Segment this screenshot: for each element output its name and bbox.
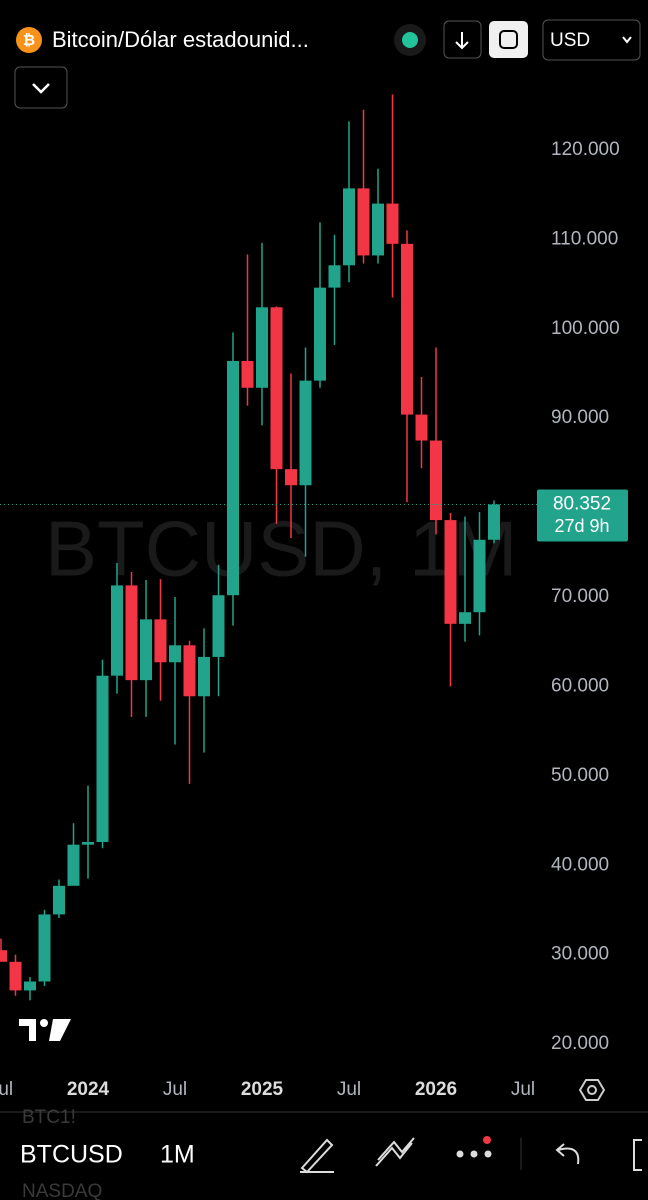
y-tick-label: 30.000 xyxy=(551,944,609,965)
fullscreen-button[interactable] xyxy=(489,21,528,58)
settings-icon xyxy=(587,1085,597,1095)
logo xyxy=(19,1019,71,1041)
plot: 20.000 30.000 40.000 50.000 60.000 70.000 90.0… xyxy=(0,94,628,1100)
candle-body xyxy=(473,539,486,613)
candle-body xyxy=(328,265,341,288)
candle-body xyxy=(53,885,65,915)
draw-button[interactable] xyxy=(300,1138,334,1174)
candle-body xyxy=(343,188,355,266)
candle-body xyxy=(125,585,138,681)
candle-body xyxy=(386,203,399,244)
candle-body xyxy=(241,360,254,388)
candle-body xyxy=(67,844,80,886)
more-button[interactable] xyxy=(456,1150,464,1158)
candle-body xyxy=(299,380,312,486)
select-chevron xyxy=(622,36,632,44)
ghost-symbol: BTC1! xyxy=(22,1107,76,1128)
more-dot xyxy=(470,1150,478,1158)
y-tick-label: 50.000 xyxy=(551,765,609,786)
candle-body xyxy=(256,307,268,388)
candle-body xyxy=(270,307,283,470)
collapse-icon xyxy=(32,83,50,94)
candle-body xyxy=(38,914,51,982)
settings-button[interactable] xyxy=(578,1079,606,1101)
y-tick-label: 90.000 xyxy=(551,407,609,428)
y-tick-label: 20.000 xyxy=(551,1033,609,1054)
status-dot xyxy=(402,32,418,48)
candle-body xyxy=(444,520,457,624)
x-tick-label: Jul xyxy=(163,1079,187,1100)
candle-body xyxy=(415,414,428,441)
currency-label: USD xyxy=(550,30,590,51)
candle-body xyxy=(154,619,167,663)
y-tick-label: 40.000 xyxy=(551,854,609,875)
symbol-button[interactable]: BTCUSD xyxy=(20,1141,123,1169)
countdown-label: 27d 9h xyxy=(554,516,609,536)
candle-body xyxy=(285,469,297,486)
logo-part xyxy=(49,1019,71,1041)
y-tick-label: 70.000 xyxy=(551,586,609,607)
y-tick-label: 120.000 xyxy=(551,139,620,160)
candle-body xyxy=(24,981,36,991)
x-tick-label: Jul xyxy=(0,1079,13,1100)
candle-body xyxy=(9,961,22,991)
last-price-label: 80.352 xyxy=(553,493,611,514)
y-tick-label: 60.000 xyxy=(551,675,609,696)
header: ₿ Bitcoin/Dólar estadounid... USD xyxy=(14,19,641,109)
candle-body xyxy=(212,595,225,657)
coin-icon xyxy=(16,27,42,53)
candle-body xyxy=(111,585,123,676)
layout-button[interactable] xyxy=(633,1139,642,1171)
x-tick-label: Jul xyxy=(337,1079,361,1100)
candle-body xyxy=(372,203,384,256)
x-tick-label: 2026 xyxy=(415,1079,457,1100)
candle-body xyxy=(459,612,471,624)
x-tick-label: 2024 xyxy=(67,1079,110,1100)
ghost-exchange: NASDAQ xyxy=(22,1181,102,1200)
candle-body xyxy=(314,287,326,381)
fullscreen-icon xyxy=(499,30,518,49)
y-tick-label: 100.000 xyxy=(551,318,620,339)
interval-button[interactable]: 1M xyxy=(160,1141,195,1169)
candle-body xyxy=(82,841,94,845)
collapse-button[interactable] xyxy=(14,66,68,109)
more-dot xyxy=(484,1150,492,1158)
x-tick-label: 2025 xyxy=(241,1079,284,1100)
candle-body xyxy=(140,619,152,681)
candle-body xyxy=(227,360,239,596)
candle-body xyxy=(96,675,109,842)
currency-select[interactable] xyxy=(542,19,641,61)
logo-part xyxy=(19,1019,36,1041)
candle-body xyxy=(183,645,196,697)
trend-button[interactable] xyxy=(375,1137,415,1167)
candle-body xyxy=(0,950,7,962)
download-icon xyxy=(455,32,469,50)
candle-body xyxy=(430,440,442,521)
candle-body xyxy=(401,243,413,415)
y-tick-label: 110.000 xyxy=(551,228,618,249)
coin-symbol: ₿ xyxy=(23,32,35,49)
x-tick-label: Jul xyxy=(511,1079,535,1100)
candle-body xyxy=(198,656,210,697)
toolbar: BTC1! NASDAQ BTCUSD 1M xyxy=(20,1107,642,1200)
candle-body xyxy=(169,645,181,663)
candle-body xyxy=(357,188,370,256)
symbol-title[interactable]: Bitcoin/Dólar estadounid... xyxy=(52,27,309,52)
notification-dot xyxy=(483,1136,491,1144)
price-badge xyxy=(537,489,628,542)
undo-button[interactable] xyxy=(555,1143,580,1165)
candle-body xyxy=(488,504,500,540)
logo-part xyxy=(40,1019,48,1027)
